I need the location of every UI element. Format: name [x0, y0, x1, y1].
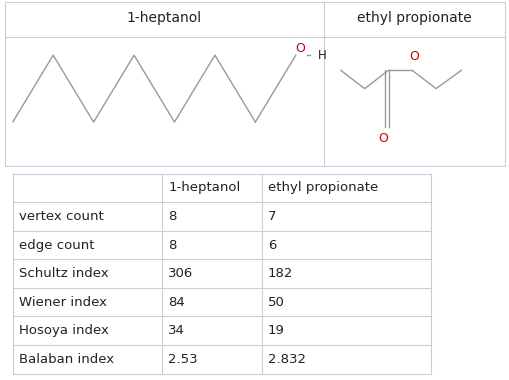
Text: O: O	[378, 132, 388, 145]
Text: 6: 6	[267, 239, 276, 252]
Text: 8: 8	[168, 239, 176, 252]
Text: Schultz index: Schultz index	[19, 267, 108, 280]
Text: 50: 50	[267, 296, 284, 309]
Text: O: O	[409, 50, 419, 63]
Text: 34: 34	[168, 324, 185, 337]
Text: H: H	[318, 49, 326, 62]
Text: Hosoya index: Hosoya index	[19, 324, 108, 337]
Text: 19: 19	[267, 324, 284, 337]
Text: ethyl propionate: ethyl propionate	[356, 11, 471, 25]
Text: 1-heptanol: 1-heptanol	[168, 181, 240, 195]
Text: edge count: edge count	[19, 239, 94, 252]
Text: 2.832: 2.832	[267, 353, 305, 366]
Text: 2.53: 2.53	[168, 353, 197, 366]
Text: vertex count: vertex count	[19, 210, 103, 223]
Text: 7: 7	[267, 210, 276, 223]
Text: 182: 182	[267, 267, 293, 280]
Text: 1-heptanol: 1-heptanol	[127, 11, 202, 25]
Text: 306: 306	[168, 267, 193, 280]
Text: 84: 84	[168, 296, 185, 309]
Text: Wiener index: Wiener index	[19, 296, 107, 309]
Text: Balaban index: Balaban index	[19, 353, 114, 366]
Text: 8: 8	[168, 210, 176, 223]
Text: O: O	[294, 42, 304, 55]
Text: ethyl propionate: ethyl propionate	[267, 181, 377, 195]
